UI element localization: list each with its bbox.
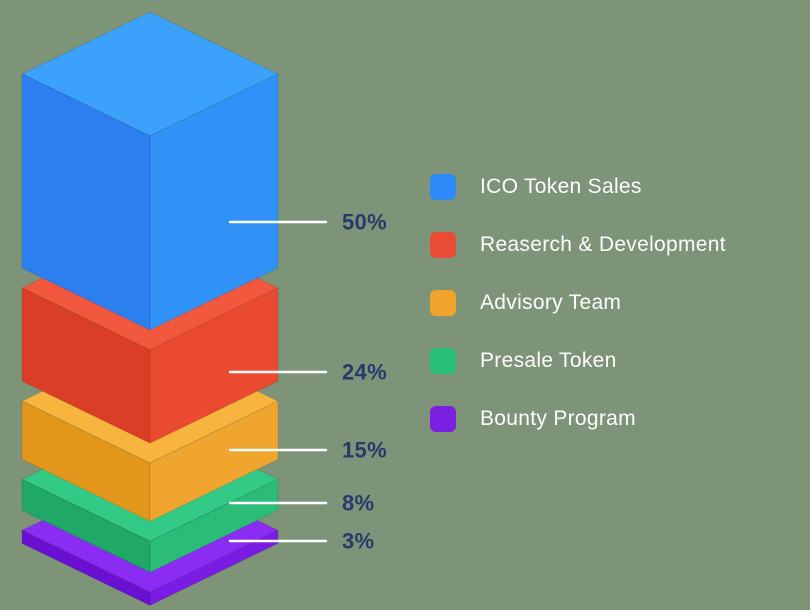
- legend-item-advisory-team: Advisory Team: [430, 290, 800, 316]
- legend-label: Presale Token: [480, 349, 617, 372]
- legend-label: Advisory Team: [480, 291, 622, 314]
- segment-reaserch-development-right-face: [149, 287, 279, 444]
- legend-label: Bounty Program: [480, 407, 636, 430]
- legend-label: Reaserch & Development: [480, 233, 726, 256]
- callout-label-reaserch-development: 24%: [342, 360, 387, 385]
- segment-bounty-program-right-face: [149, 529, 279, 606]
- callout-label-ico-token-sales: 50%: [342, 210, 387, 235]
- legend-item-ico-token-sales: ICO Token Sales: [430, 174, 800, 200]
- legend-item-presale-token: Presale Token: [430, 348, 800, 374]
- callout-label-advisory-team: 15%: [342, 438, 387, 463]
- legend-label: ICO Token Sales: [480, 175, 642, 198]
- legend-swatch-ico-token-sales-icon: [430, 174, 456, 200]
- iso-column: [21, 11, 279, 606]
- legend-swatch-reaserch-development-icon: [430, 232, 456, 258]
- legend-swatch-presale-token-icon: [430, 348, 456, 374]
- legend-swatch-advisory-team-icon: [430, 290, 456, 316]
- segment-advisory-team-right-face: [149, 400, 279, 522]
- legend: ICO Token Sales Reaserch & Development A…: [430, 174, 800, 432]
- callout-label-bounty-program: 3%: [342, 529, 374, 554]
- segment-ico-token-sales-right-face: [149, 73, 279, 331]
- legend-item-bounty-program: Bounty Program: [430, 406, 800, 432]
- legend-swatch-bounty-program-icon: [430, 406, 456, 432]
- legend-item-reaserch-development: Reaserch & Development: [430, 232, 800, 258]
- callout-label-presale-token: 8%: [342, 491, 374, 516]
